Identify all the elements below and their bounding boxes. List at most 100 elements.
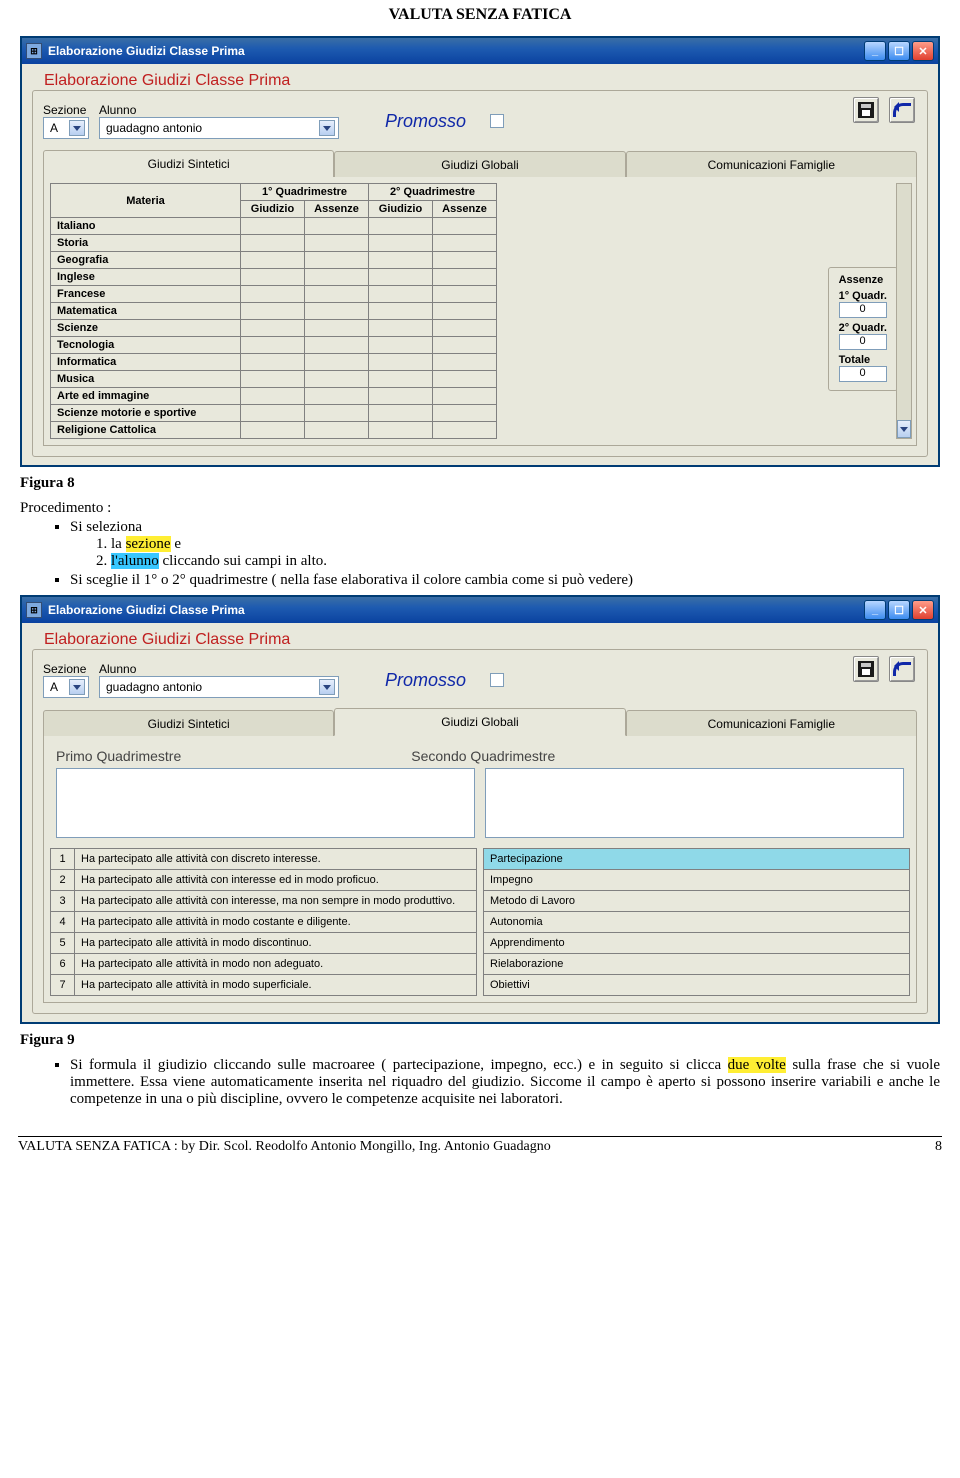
assenze-q2-cell[interactable] [433,422,497,439]
sezione-select[interactable]: A [43,117,89,139]
assenze-q2-cell[interactable] [433,371,497,388]
category-row[interactable]: Apprendimento [484,933,910,954]
table-row[interactable]: Inglese [51,269,497,286]
assenze-q1-cell[interactable] [305,320,369,337]
category-row[interactable]: Impegno [484,870,910,891]
sezione-select[interactable]: A [43,676,89,698]
save-button[interactable] [853,97,879,123]
giudizio-q1-cell[interactable] [241,371,305,388]
giudizio-q1-cell[interactable] [241,405,305,422]
phrase-row[interactable]: 1Ha partecipato alle attività con discre… [51,849,477,870]
table-row[interactable]: Geografia [51,252,497,269]
undo-button[interactable] [889,656,915,682]
giudizio-q2-cell[interactable] [369,354,433,371]
minimize-button[interactable]: _ [864,600,886,620]
giudizio-q2-cell[interactable] [369,388,433,405]
giudizio-q1-cell[interactable] [241,320,305,337]
giudizio-q1-cell[interactable] [241,286,305,303]
giudizio-q2-cell[interactable] [369,252,433,269]
primo-quad-textarea[interactable] [56,768,475,838]
assenze-q1-cell[interactable] [305,218,369,235]
giudizio-q1-cell[interactable] [241,252,305,269]
assenze-q2-cell[interactable] [433,269,497,286]
tab-giudizi-globali[interactable]: Giudizi Globali [334,708,625,736]
maximize-button[interactable]: ☐ [888,600,910,620]
table-row[interactable]: Arte ed immagine [51,388,497,405]
table-row[interactable]: Italiano [51,218,497,235]
assenze-q1-cell[interactable] [305,269,369,286]
table-row[interactable]: Religione Cattolica [51,422,497,439]
table-row[interactable]: Tecnologia [51,337,497,354]
giudizio-q1-cell[interactable] [241,303,305,320]
phrase-row[interactable]: 3Ha partecipato alle attività con intere… [51,891,477,912]
phrase-row[interactable]: 2Ha partecipato alle attività con intere… [51,870,477,891]
assenze-q2-cell[interactable] [433,218,497,235]
assenze-q1-cell[interactable] [305,235,369,252]
assenze-q2-cell[interactable] [433,286,497,303]
category-row[interactable]: Rielaborazione [484,954,910,975]
save-button[interactable] [853,656,879,682]
table-row[interactable]: Francese [51,286,497,303]
giudizio-q2-cell[interactable] [369,286,433,303]
giudizio-q1-cell[interactable] [241,354,305,371]
giudizio-q1-cell[interactable] [241,337,305,354]
giudizio-q2-cell[interactable] [369,422,433,439]
phrase-row[interactable]: 7Ha partecipato alle attività in modo su… [51,975,477,996]
assenze-q2-cell[interactable] [433,388,497,405]
promosso-checkbox[interactable] [490,673,504,687]
table-row[interactable]: Storia [51,235,497,252]
assenze-q2-cell[interactable] [433,354,497,371]
table-row[interactable]: Matematica [51,303,497,320]
close-button[interactable]: ✕ [912,41,934,61]
giudizio-q2-cell[interactable] [369,405,433,422]
assenze-q1-cell[interactable] [305,371,369,388]
tab-comunicazioni[interactable]: Comunicazioni Famiglie [626,151,917,179]
giudizio-q2-cell[interactable] [369,337,433,354]
assenze-q2-cell[interactable] [433,252,497,269]
assenze-q1-cell[interactable] [305,337,369,354]
secondo-quad-textarea[interactable] [485,768,904,838]
assenze-q1-cell[interactable] [305,422,369,439]
tab-giudizi-globali[interactable]: Giudizi Globali [334,151,625,179]
assenze-q2-cell[interactable] [433,337,497,354]
assenze-q1-cell[interactable] [305,252,369,269]
category-row[interactable]: Metodo di Lavoro [484,891,910,912]
table-row[interactable]: Musica [51,371,497,388]
assenze-q1-cell[interactable] [305,354,369,371]
maximize-button[interactable]: ☐ [888,41,910,61]
phrase-row[interactable]: 6Ha partecipato alle attività in modo no… [51,954,477,975]
category-row[interactable]: Partecipazione [484,849,910,870]
category-row[interactable]: Obiettivi [484,975,910,996]
assenze-q1-cell[interactable] [305,405,369,422]
giudizio-q1-cell[interactable] [241,218,305,235]
giudizio-q1-cell[interactable] [241,269,305,286]
assenze-q2-cell[interactable] [433,235,497,252]
assenze-q2-cell[interactable] [433,405,497,422]
giudizio-q2-cell[interactable] [369,371,433,388]
giudizio-q2-cell[interactable] [369,269,433,286]
giudizio-q2-cell[interactable] [369,218,433,235]
assenze-q2-cell[interactable] [433,303,497,320]
table-row[interactable]: Scienze [51,320,497,337]
assenze-q1-cell[interactable] [305,388,369,405]
giudizio-q2-cell[interactable] [369,235,433,252]
assenze-q1-cell[interactable] [305,303,369,320]
promosso-checkbox[interactable] [490,114,504,128]
category-row[interactable]: Autonomia [484,912,910,933]
table-row[interactable]: Scienze motorie e sportive [51,405,497,422]
assenze-q1-cell[interactable] [305,286,369,303]
alunno-select[interactable]: guadagno antonio [99,117,339,139]
giudizio-q1-cell[interactable] [241,422,305,439]
giudizio-q2-cell[interactable] [369,303,433,320]
undo-button[interactable] [889,97,915,123]
close-button[interactable]: ✕ [912,600,934,620]
tab-comunicazioni[interactable]: Comunicazioni Famiglie [626,710,917,738]
table-row[interactable]: Informatica [51,354,497,371]
tab-giudizi-sintetici[interactable]: Giudizi Sintetici [43,710,334,738]
giudizio-q1-cell[interactable] [241,235,305,252]
alunno-select[interactable]: guadagno antonio [99,676,339,698]
giudizio-q2-cell[interactable] [369,320,433,337]
giudizio-q1-cell[interactable] [241,388,305,405]
phrase-row[interactable]: 5Ha partecipato alle attività in modo di… [51,933,477,954]
phrase-row[interactable]: 4Ha partecipato alle attività in modo co… [51,912,477,933]
